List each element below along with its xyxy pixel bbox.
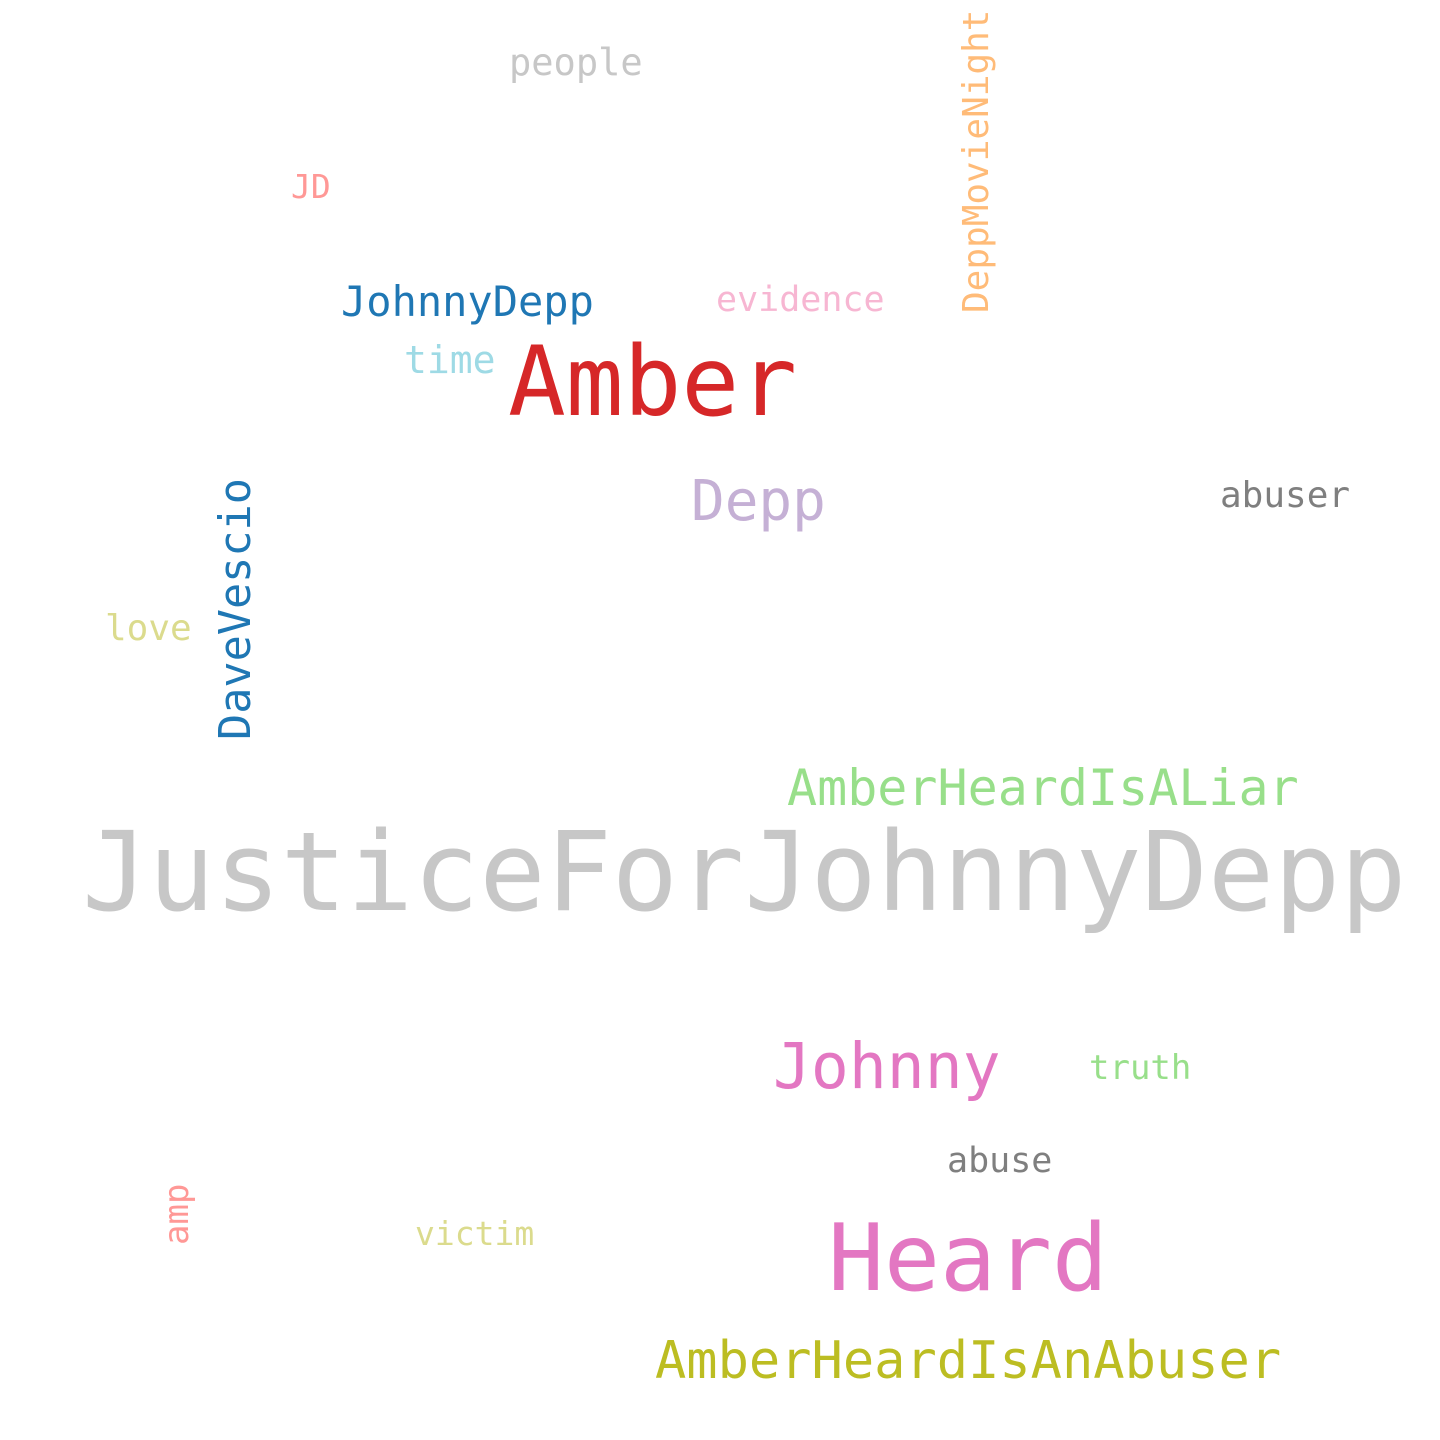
word: JD (291, 167, 331, 206)
word: Depp (691, 469, 826, 534)
word: JusticeForJohnnyDepp (82, 808, 1407, 936)
word: time (404, 338, 496, 382)
word: AmberHeardIsALiar (787, 759, 1299, 817)
word: Johnny (773, 1030, 1001, 1103)
word: evidence (716, 280, 885, 320)
word: abuse (947, 1141, 1052, 1181)
word: Heard (828, 1204, 1108, 1312)
word: love (105, 608, 192, 649)
word: JohnnyDepp (341, 277, 594, 326)
word: victim (415, 1214, 534, 1253)
word: DaveVescio (211, 478, 261, 740)
word: DeppMovieNight (956, 10, 997, 313)
word: AmberHeardIsAnAbuser (655, 1331, 1281, 1391)
word: abuser (1220, 475, 1350, 516)
word: Amber (508, 326, 797, 438)
word: amp (157, 1184, 197, 1245)
word: truth (1089, 1048, 1191, 1088)
word: people (509, 41, 643, 84)
